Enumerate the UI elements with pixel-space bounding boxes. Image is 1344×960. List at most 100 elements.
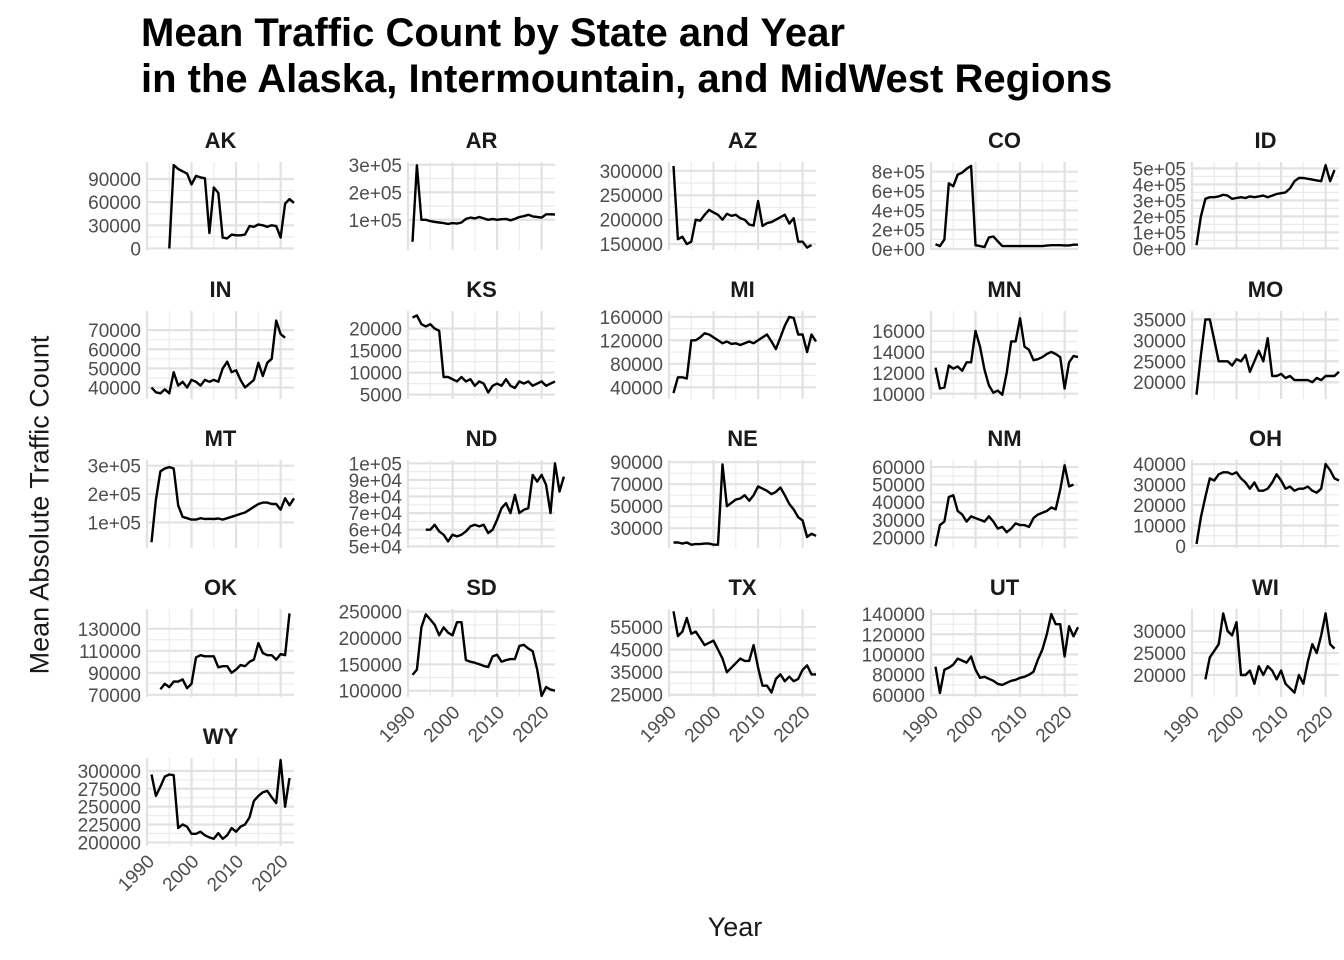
y-tick-label-mo: 20000	[1133, 373, 1186, 394]
y-tick-label-sd: 200000	[339, 629, 402, 650]
chart-title: Mean Traffic Count by State and Year in …	[141, 10, 1112, 102]
panel-title-wi: WI	[1252, 575, 1279, 600]
panel-title-mi: MI	[730, 277, 754, 302]
y-tick-label-wy: 275000	[78, 780, 141, 801]
x-tick-label-ut: 2000	[943, 702, 988, 747]
y-tick-label-in: 40000	[88, 379, 141, 400]
x-tick-label-sd: 2010	[464, 702, 509, 747]
x-tick-label-wi: 1990	[1159, 702, 1204, 747]
y-tick-label-ok: 130000	[78, 620, 141, 641]
series-line-mn	[934, 317, 1079, 396]
y-tick-label-ak: 90000	[88, 170, 141, 191]
y-tick-label-wi: 20000	[1133, 666, 1186, 687]
series-line-oh	[1195, 462, 1340, 545]
y-tick-label-oh: 20000	[1133, 496, 1186, 517]
y-tick-label-oh: 0	[1175, 537, 1186, 558]
x-tick-label-wy: 1990	[114, 851, 159, 896]
y-tick-label-co: 4e+05	[872, 201, 925, 222]
y-tick-label-ne: 30000	[610, 519, 663, 540]
panel-az: AZ 150000 200000 250000 300000	[600, 128, 816, 256]
y-tick-label-nd: 5e+04	[349, 537, 403, 558]
panel-ar: AR 1e+05 2e+05 3e+05	[349, 128, 556, 250]
series-line-wi	[1204, 612, 1336, 694]
series-line-mt	[150, 465, 296, 543]
y-tick-label-tx: 45000	[610, 641, 663, 662]
series-line-nd	[425, 462, 566, 543]
y-tick-label-tx: 35000	[610, 663, 663, 684]
y-tick-label-nm: 30000	[872, 511, 925, 532]
x-tick-label-ut: 1990	[898, 702, 943, 747]
y-tick-label-co: 0e+00	[872, 240, 925, 261]
y-tick-label-ar: 2e+05	[349, 183, 402, 204]
x-tick-label-wi: 2000	[1204, 702, 1249, 747]
y-tick-label-mi: 40000	[610, 378, 663, 399]
y-tick-label-mn: 14000	[872, 343, 925, 364]
panel-title-nm: NM	[987, 426, 1021, 451]
y-tick-label-sd: 250000	[339, 603, 402, 624]
panel-title-mo: MO	[1248, 277, 1283, 302]
y-tick-label-ks: 20000	[349, 320, 402, 341]
x-axis-label: Year	[707, 912, 763, 942]
y-tick-label-wy: 200000	[78, 833, 141, 854]
y-tick-label-nd: 6e+04	[349, 521, 403, 542]
x-tick-label-wi: 2020	[1293, 702, 1338, 747]
x-tick-label-wy: 2020	[248, 851, 293, 896]
panel-title-id: ID	[1255, 128, 1277, 153]
y-tick-label-wy: 250000	[78, 798, 141, 819]
y-tick-label-id: 3e+05	[1133, 191, 1186, 212]
y-tick-label-ok: 90000	[88, 664, 141, 685]
y-tick-label-mo: 25000	[1133, 352, 1186, 373]
series-line-mo	[1195, 318, 1340, 395]
y-tick-label-mi: 80000	[610, 355, 663, 376]
y-tick-label-ut: 140000	[862, 605, 925, 626]
panel-mt: MT 1e+05 2e+05 3e+05	[88, 426, 296, 548]
panel-title-ne: NE	[727, 426, 758, 451]
y-tick-label-ak: 60000	[88, 193, 141, 214]
y-tick-label-id: 5e+05	[1133, 159, 1186, 180]
panel-title-sd: SD	[466, 575, 497, 600]
panel-title-ak: AK	[205, 128, 237, 153]
y-tick-label-az: 200000	[600, 211, 663, 232]
y-tick-label-sd: 150000	[339, 655, 402, 676]
y-tick-label-in: 60000	[88, 340, 141, 361]
series-line-mi	[672, 315, 818, 394]
y-tick-label-wy: 225000	[78, 816, 141, 837]
y-tick-label-co: 2e+05	[872, 221, 925, 242]
y-tick-label-id: 1e+05	[1133, 223, 1186, 244]
y-tick-label-oh: 10000	[1133, 516, 1186, 537]
series-line-ar	[411, 164, 556, 242]
series-line-az	[672, 165, 813, 249]
y-tick-label-id: 2e+05	[1133, 207, 1186, 228]
y-tick-label-nd: 9e+04	[349, 471, 403, 492]
x-tick-label-tx: 2010	[725, 702, 770, 747]
y-tick-label-ut: 60000	[872, 686, 925, 707]
panel-title-nd: ND	[466, 426, 498, 451]
y-tick-label-mn: 10000	[872, 385, 925, 406]
x-tick-label-ut: 2010	[987, 702, 1032, 747]
series-line-nm	[934, 464, 1074, 547]
series-line-tx	[672, 611, 816, 694]
y-tick-label-in: 50000	[88, 359, 141, 380]
y-tick-label-tx: 25000	[610, 686, 663, 707]
y-tick-label-wy: 300000	[78, 762, 141, 783]
y-tick-label-mo: 30000	[1133, 331, 1186, 352]
y-tick-label-ok: 70000	[88, 686, 141, 707]
panel-title-ut: UT	[990, 575, 1020, 600]
y-tick-label-mt: 2e+05	[88, 485, 141, 506]
y-tick-label-nd: 1e+05	[349, 454, 402, 475]
y-tick-label-ut: 120000	[862, 625, 925, 646]
y-tick-label-ok: 110000	[79, 642, 141, 663]
x-tick-label-wy: 2010	[203, 851, 248, 896]
x-tick-label-sd: 1990	[375, 702, 420, 747]
y-tick-label-mi: 120000	[600, 331, 663, 352]
y-tick-label-ne: 50000	[610, 497, 663, 518]
y-tick-label-wi: 30000	[1133, 622, 1186, 643]
